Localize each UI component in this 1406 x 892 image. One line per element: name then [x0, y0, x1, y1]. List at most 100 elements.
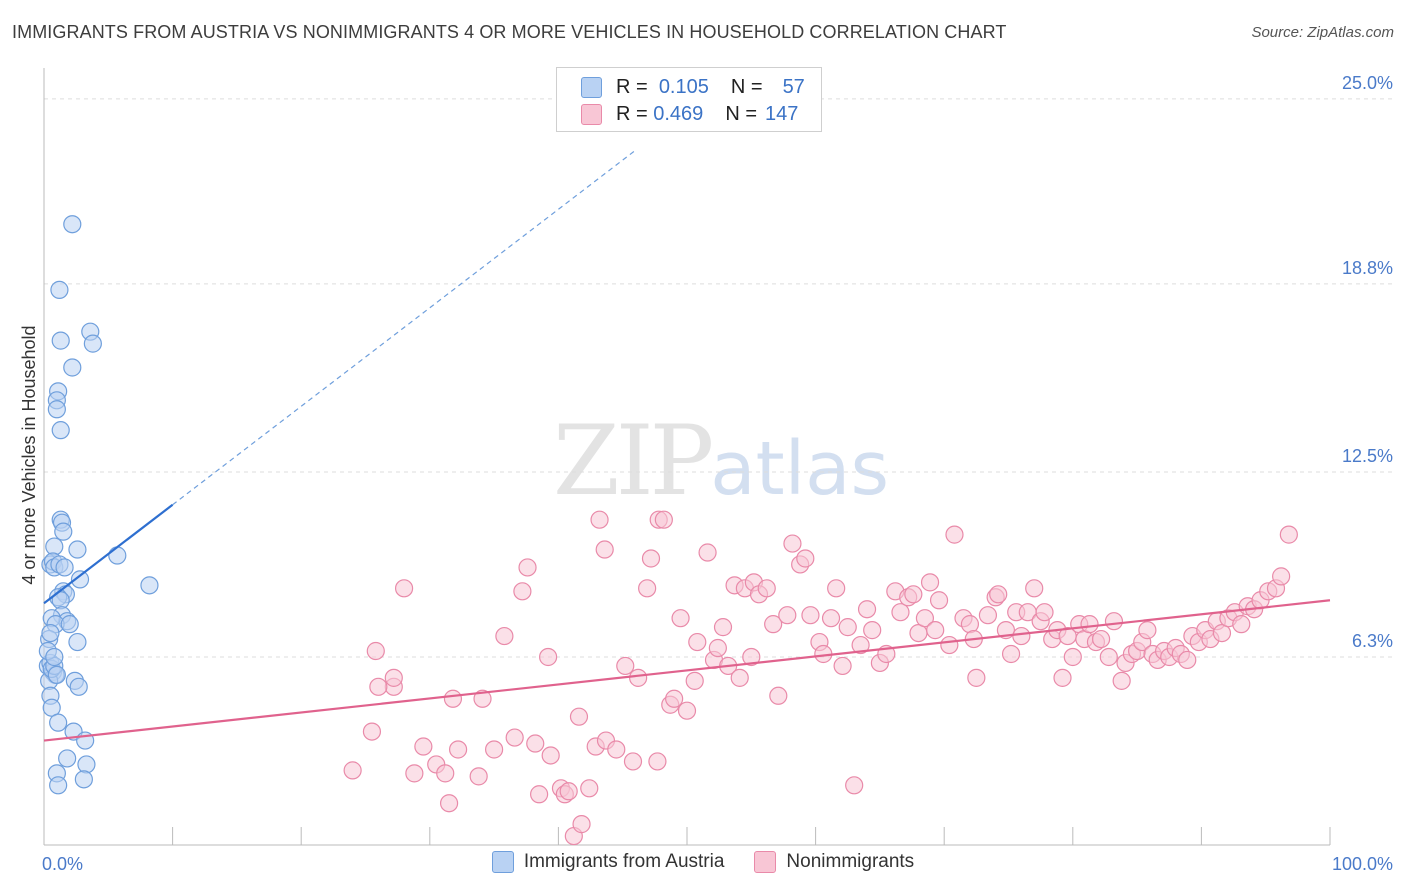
nonimmigrant-point [904, 585, 923, 604]
nonimmigrant-point [665, 689, 684, 708]
nonimmigrant-point [539, 647, 558, 667]
nonimmigrant-point [343, 761, 362, 780]
nonimmigrant-point [857, 600, 877, 619]
nonimmigrant-point [366, 641, 385, 661]
chart-title: IMMIGRANTS FROM AUSTRIA VS NONIMMIGRANTS… [12, 22, 1007, 42]
nonimmigrant-point [654, 510, 673, 529]
austria-point [55, 558, 74, 577]
nonimmigrant-point [623, 752, 643, 771]
nonimmigrant-point [940, 635, 959, 655]
nonimmigrant-point [580, 779, 599, 798]
nonimmigrant-point [915, 609, 935, 628]
nonimmigrant-point [833, 656, 852, 676]
y-axis-label: 4 or more Vehicles in Household [19, 325, 39, 584]
y-tick-label: 6.3% [1352, 631, 1393, 651]
austria-point [140, 576, 159, 595]
nonimmigrant-point [920, 573, 940, 592]
stats-r-value: 0.469 [653, 103, 704, 125]
nonimmigrant-point [648, 752, 667, 771]
nonimmigrant-point [783, 534, 802, 553]
nonimmigrant-point [1112, 671, 1131, 690]
nonimmigrant-point [526, 734, 545, 753]
austria-point [74, 770, 93, 789]
austria-points [38, 215, 159, 795]
source-label: Source: ZipAtlas.com [1251, 24, 1394, 41]
nonimmigrant-point [414, 737, 433, 756]
legend-label-austria: Immigrants from Austria [523, 851, 725, 872]
nonimmigrant-point [495, 626, 514, 646]
nonimmigrant-point [541, 746, 560, 765]
nonimmigrant-point [757, 579, 776, 598]
austria-point [51, 331, 70, 350]
nonimmigrants-points [343, 510, 1298, 846]
legend-swatch-nonimmigrants [754, 851, 777, 873]
austria-point [49, 776, 68, 795]
nonimmigrant-point [513, 582, 532, 601]
nonimmigrant-point [518, 558, 537, 577]
nonimmigrant-point [448, 740, 468, 759]
watermark-atlas: atlas [710, 426, 890, 512]
austria-trend-extension [172, 149, 636, 506]
nonimmigrant-point [838, 618, 857, 637]
nonimmigrant-point [505, 728, 524, 747]
austria-point [63, 215, 82, 234]
nonimmigrant-point [978, 606, 998, 625]
nonimmigrant-point [572, 815, 591, 834]
stats-n-value: 57 [782, 76, 805, 98]
stats-r-value: 0.105 [658, 76, 709, 98]
legend-swatch-austria [491, 851, 514, 873]
stats-row-nonimmigrants: R = 0.469 N = 147 [581, 103, 798, 126]
nonimmigrant-point [796, 549, 815, 568]
nonimmigrant-point [1001, 644, 1021, 664]
nonimmigrant-point [569, 707, 589, 726]
stats-r-label: R = [616, 76, 648, 98]
stats-n-label: N = [730, 76, 763, 98]
austria-point [47, 400, 66, 419]
austria-point [69, 677, 88, 696]
x-tick-label: 0.0% [42, 854, 83, 874]
trend-lines [43, 149, 1331, 742]
watermark: ZIPatlas [553, 405, 889, 517]
austria-point [70, 570, 90, 589]
nonimmigrant-point [730, 668, 749, 687]
nonimmigrant-point [821, 609, 841, 628]
legend-item-nonimmigrants[interactable]: Nonimmigrants [754, 851, 914, 873]
nonimmigrant-point [945, 525, 964, 544]
austria-point [68, 632, 87, 652]
gridlines [44, 98, 1395, 658]
austria-point [63, 358, 82, 377]
nonimmigrant-point [469, 767, 488, 786]
stats-n-value: 147 [765, 103, 799, 125]
legend-item-austria[interactable]: Immigrants from Austria [491, 851, 725, 873]
nonimmigrant-point [671, 609, 690, 628]
austria-point [51, 421, 70, 440]
stats-n-label: N = [725, 103, 757, 125]
nonimmigrant-point [394, 579, 414, 598]
nonimmigrant-point [769, 686, 788, 705]
y-tick-label: 25.0% [1342, 73, 1393, 93]
austria-point [49, 713, 68, 732]
nonimmigrant-point [1063, 647, 1082, 667]
nonimmigrant-point [559, 782, 578, 801]
nonimmigrant-point [1080, 615, 1099, 634]
austria-point [45, 647, 64, 667]
bottom-legend: Immigrants from Austria Nonimmigrants [0, 851, 1406, 873]
nonimmigrant-point [443, 689, 463, 708]
stats-r-label: R = [616, 103, 648, 125]
watermark-zip: ZIP [553, 405, 714, 517]
nonimmigrant-point [698, 543, 717, 562]
nonimmigrant-point [1025, 579, 1044, 598]
nonimmigrant-point [530, 785, 549, 804]
nonimmigrant-point [1178, 650, 1197, 670]
nonimmigrant-point [369, 677, 388, 696]
nonimmigrant-point [362, 722, 382, 741]
nonimmigrant-point [960, 615, 980, 634]
nonimmigrant-point [384, 668, 403, 687]
stats-legend: R = 0.105 N = 57 R = 0.469 N = 147 [556, 67, 822, 132]
nonimmigrant-point [926, 621, 945, 640]
nonimmigrant-point [778, 606, 797, 625]
nonimmigrant-point [801, 606, 820, 625]
stats-swatch-nonimmigrants [581, 104, 602, 125]
axes [43, 68, 1331, 846]
nonimmigrant-point [1053, 668, 1072, 687]
